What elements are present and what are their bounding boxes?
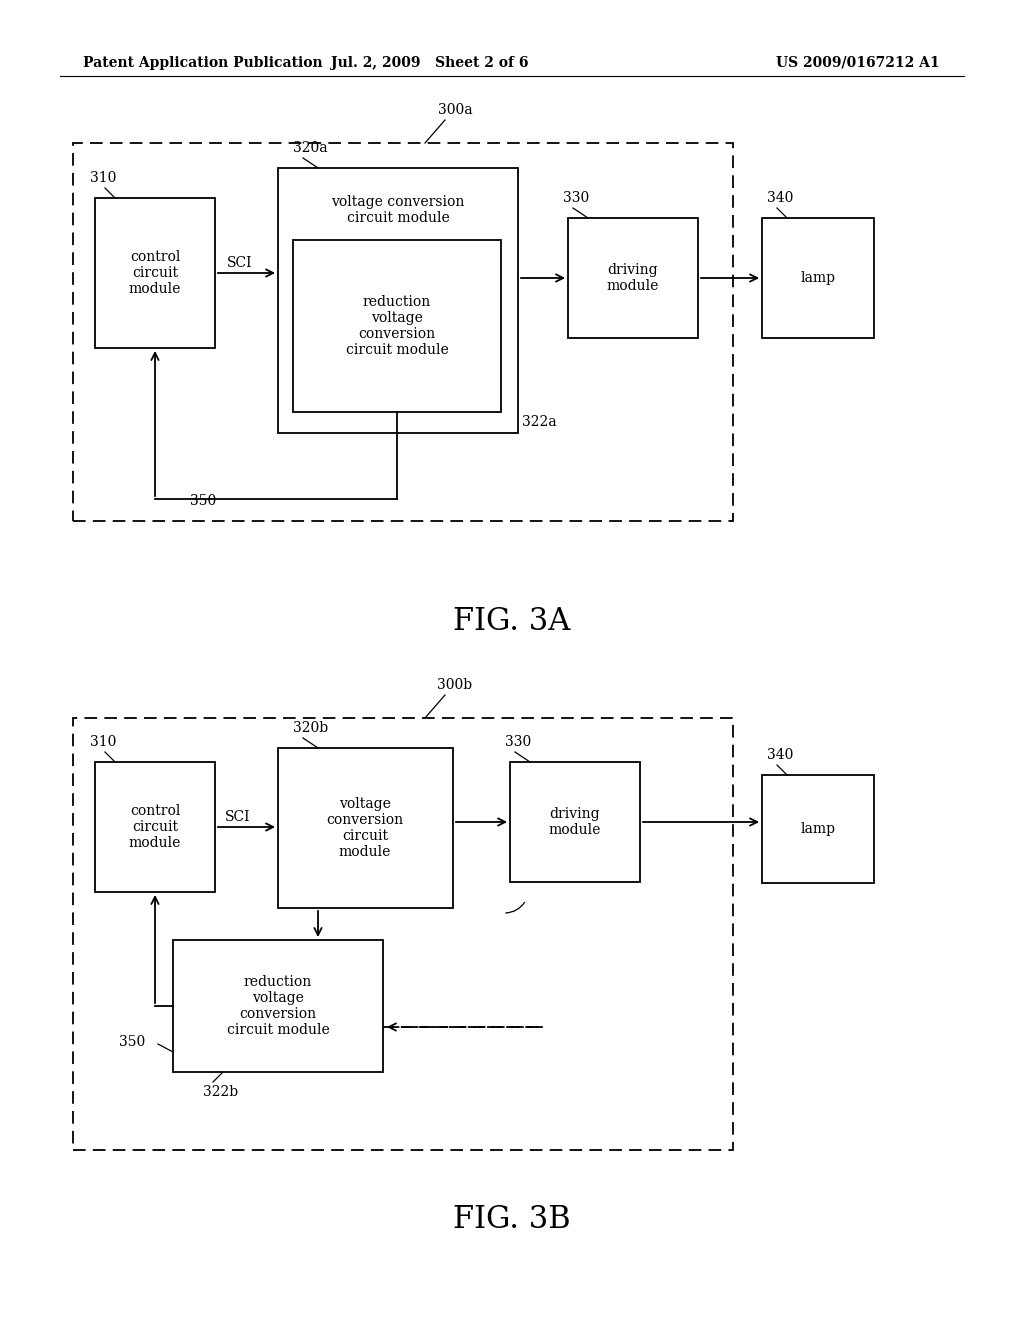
Text: FIG. 3A: FIG. 3A: [454, 606, 570, 638]
Text: 322b: 322b: [203, 1085, 239, 1100]
Text: control
circuit
module: control circuit module: [129, 804, 181, 850]
Text: SCI: SCI: [227, 256, 253, 271]
Bar: [173, 940, 383, 1072]
Text: reduction
voltage
conversion
circuit module: reduction voltage conversion circuit mod…: [346, 294, 449, 358]
Text: 340: 340: [767, 191, 794, 205]
Text: 320b: 320b: [293, 721, 328, 735]
Bar: [73, 143, 733, 521]
Text: 300b: 300b: [437, 678, 472, 692]
Bar: [95, 762, 215, 892]
Text: 330: 330: [563, 191, 589, 205]
Bar: [293, 240, 501, 412]
Bar: [762, 775, 874, 883]
Text: 300a: 300a: [437, 103, 472, 117]
Bar: [762, 218, 874, 338]
Bar: [95, 198, 215, 348]
Text: 350: 350: [190, 494, 216, 508]
Text: Patent Application Publication: Patent Application Publication: [83, 55, 323, 70]
Text: 310: 310: [90, 172, 117, 185]
Text: Jul. 2, 2009   Sheet 2 of 6: Jul. 2, 2009 Sheet 2 of 6: [331, 55, 528, 70]
Text: driving
module: driving module: [607, 263, 659, 293]
Text: control
circuit
module: control circuit module: [129, 249, 181, 296]
Text: FIG. 3B: FIG. 3B: [454, 1204, 570, 1236]
Text: 322a: 322a: [521, 414, 556, 429]
Text: reduction
voltage
conversion
circuit module: reduction voltage conversion circuit mod…: [226, 974, 330, 1038]
Text: voltage conversion
circuit module: voltage conversion circuit module: [332, 195, 465, 226]
Text: lamp: lamp: [801, 822, 836, 836]
Text: 310: 310: [90, 735, 117, 748]
Text: US 2009/0167212 A1: US 2009/0167212 A1: [776, 55, 940, 70]
Bar: [73, 718, 733, 1150]
Text: SCI: SCI: [225, 810, 251, 824]
Text: 350: 350: [119, 1035, 145, 1049]
Bar: [510, 762, 640, 882]
Text: 320a: 320a: [293, 141, 328, 154]
Text: voltage
conversion
circuit
module: voltage conversion circuit module: [327, 797, 403, 859]
Bar: [568, 218, 698, 338]
Text: lamp: lamp: [801, 271, 836, 285]
Text: 330: 330: [505, 735, 531, 748]
Bar: [278, 168, 518, 433]
Text: driving
module: driving module: [549, 807, 601, 837]
Text: 340: 340: [767, 748, 794, 762]
Bar: [278, 748, 453, 908]
